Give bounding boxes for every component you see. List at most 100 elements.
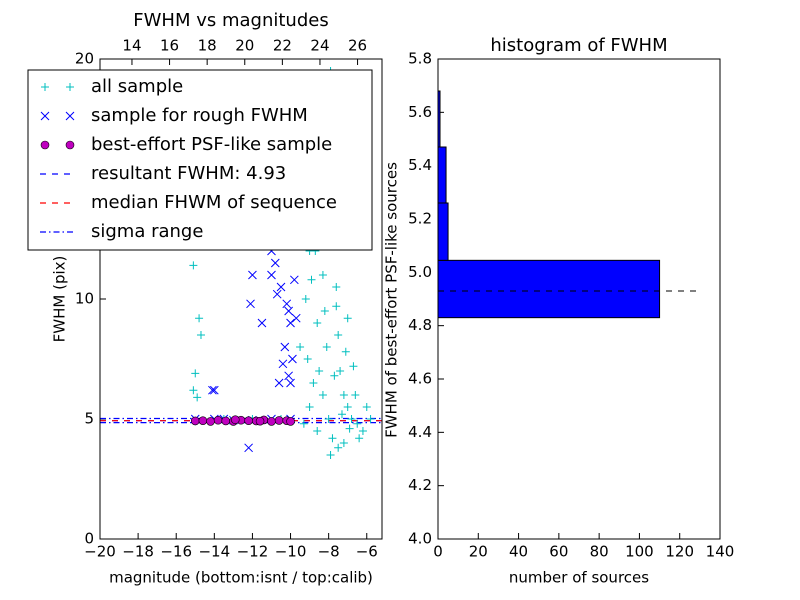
point (347, 415, 356, 423)
point (334, 331, 343, 339)
point (328, 434, 337, 443)
legend-marker (41, 83, 49, 91)
legend-marker (65, 111, 75, 121)
bar (437, 146, 447, 204)
point (332, 302, 341, 311)
y-tick-label: 10 (75, 290, 94, 308)
bar (437, 202, 449, 261)
point (343, 314, 352, 323)
point (313, 319, 322, 327)
point (230, 415, 240, 425)
x2-tick-label: 22 (273, 37, 292, 55)
axes-frame (99, 58, 383, 540)
point (189, 261, 198, 270)
x-axis-label: number of sources (509, 569, 649, 587)
point (213, 415, 223, 425)
point (337, 410, 346, 419)
y-axis-label: FWHM of best-effort PSF-like sources (383, 162, 401, 438)
point (366, 415, 375, 423)
point (339, 391, 348, 399)
y-axis-label: FWHM (pix) (51, 256, 69, 343)
point (320, 307, 329, 315)
y-tick-label: 4.8 (408, 316, 432, 334)
y-tick-label: 5.4 (408, 156, 432, 174)
point (362, 403, 371, 411)
point (257, 318, 267, 328)
point (286, 318, 295, 328)
point (324, 415, 333, 423)
point (191, 369, 200, 378)
point (289, 275, 299, 285)
x-tick-label: −16 (160, 543, 192, 561)
point (244, 416, 253, 425)
point (267, 270, 276, 280)
chart-title: FWHM vs magnitudes (133, 10, 328, 31)
point (267, 417, 276, 426)
x2-tick-label: 16 (160, 37, 179, 55)
point (291, 313, 301, 323)
point (358, 427, 367, 435)
x-axis-label: magnitude (bottom:isnt / top:calib) (109, 569, 373, 587)
point (284, 306, 293, 316)
legend-marker (66, 83, 74, 91)
point (296, 343, 305, 351)
x-tick-label: −10 (275, 543, 307, 561)
point (286, 417, 295, 426)
point (270, 258, 280, 268)
point (326, 451, 335, 459)
x-tick-label: 140 (706, 543, 735, 561)
x-tick-label: −18 (122, 543, 154, 561)
point (278, 359, 288, 369)
y-tick-label: 20 (75, 50, 94, 68)
point (198, 416, 208, 425)
y-tick-label: 5.2 (408, 210, 432, 228)
point (309, 379, 318, 387)
point (303, 355, 312, 363)
point (284, 371, 293, 381)
legend-label: sigma range (91, 221, 203, 242)
point (305, 403, 314, 411)
x-tick-label: 60 (549, 543, 568, 561)
point (301, 295, 310, 303)
y-tick-label: 0 (84, 530, 94, 548)
y-tick-label: 4.6 (408, 370, 432, 388)
point (206, 417, 215, 426)
point (280, 342, 290, 352)
point (193, 393, 202, 402)
x-tick-label: 20 (469, 543, 488, 561)
point (339, 439, 348, 447)
point (221, 416, 231, 426)
x-tick-label: −12 (237, 543, 269, 561)
x-tick-label: 0 (433, 543, 443, 561)
x-tick-label: 120 (665, 543, 694, 561)
x2-tick-label: 20 (235, 37, 254, 55)
legend-marker (65, 140, 75, 150)
point (248, 270, 257, 280)
point (276, 282, 286, 292)
point (307, 275, 316, 284)
y-tick-label: 4.2 (408, 476, 432, 494)
point (341, 347, 350, 356)
point (272, 289, 282, 299)
point (286, 378, 295, 388)
point (353, 419, 362, 428)
point (336, 367, 345, 375)
point (190, 416, 200, 426)
y-tick-label: 5.6 (408, 103, 432, 121)
point (209, 385, 219, 395)
y-tick-label: 4.4 (408, 423, 432, 441)
x-tick-label: −20 (84, 543, 116, 561)
bar (437, 259, 661, 319)
point (318, 271, 327, 279)
point (299, 419, 308, 428)
x-tick-label: 80 (590, 543, 609, 561)
legend-label: median FHWM of sequence (91, 192, 337, 213)
x2-tick-label: 24 (310, 37, 329, 55)
point (244, 443, 253, 453)
point (334, 443, 343, 452)
legend-label: sample for rough FWHM (91, 105, 308, 126)
point (313, 427, 322, 435)
x-tick-label: −8 (318, 543, 340, 561)
point (246, 299, 255, 309)
